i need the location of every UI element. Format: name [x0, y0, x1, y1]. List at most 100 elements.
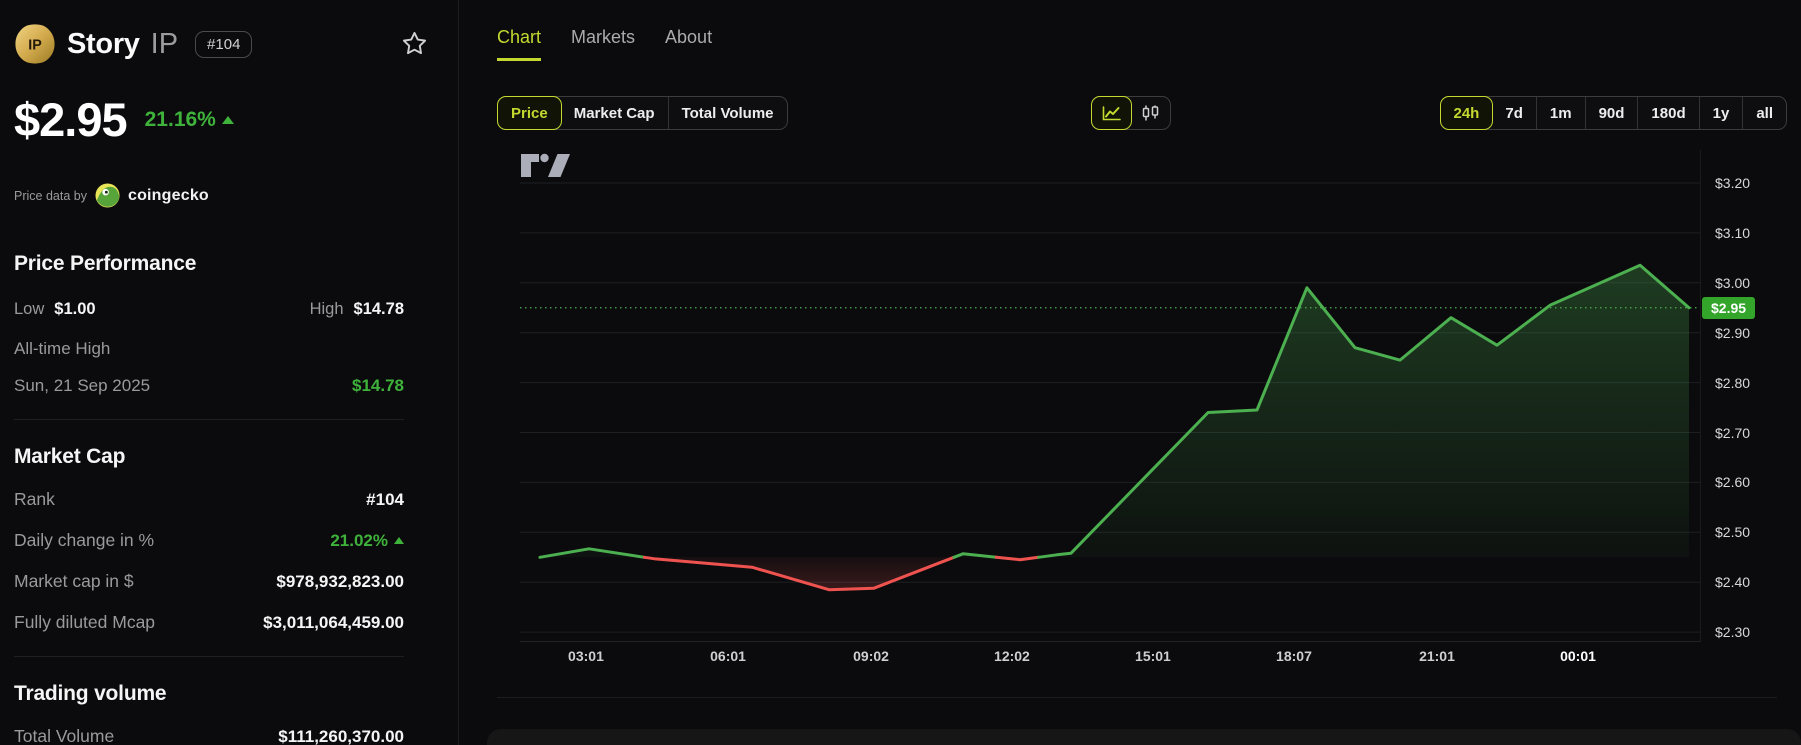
price-y-axis: $3.20 $3.10 $3.00 $2.90 $2.80 $2.70 $2.60 $2.50… [1700, 150, 1800, 642]
metric-price-button[interactable]: Price [497, 96, 562, 130]
range-180d-button[interactable]: 180d [1637, 97, 1698, 129]
x-axis-label: 00:01 [1560, 648, 1596, 664]
y-axis-label: $2.70 [1715, 424, 1751, 441]
range-1y-button[interactable]: 1y [1698, 97, 1743, 129]
coin-name: Story [67, 27, 140, 60]
line-chart-icon [1102, 105, 1121, 121]
y-axis-label: $3.00 [1715, 274, 1751, 291]
current-price: $2.95 [14, 93, 128, 146]
price-line-up [1037, 263, 1691, 559]
x-axis-label: 18:07 [1276, 648, 1312, 664]
area-fill-down [644, 557, 954, 590]
market-cap-row: Fully diluted Mcap $3,011,064,459.00 [14, 612, 404, 633]
metric-toggle-group: Price Market Cap Total Volume [497, 96, 788, 130]
attribution-brand[interactable]: coingecko [127, 186, 209, 204]
triangle-up-icon [394, 537, 404, 544]
price-row: $2.95 21.16% [14, 92, 404, 147]
market-cap-rows: Rank #104 Daily change in % 21.02% Market ca… [14, 489, 404, 633]
ath-value: $14.78 [352, 376, 404, 395]
tab-markets[interactable]: Markets [571, 27, 636, 47]
x-axis-label: 06:01 [710, 648, 746, 664]
market-cap-row: Rank #104 [14, 489, 404, 510]
svg-text:IP: IP [28, 38, 42, 54]
ath-date: Sun, 21 Sep 2025 [14, 376, 151, 395]
main-content: Chart Markets About Price Market Cap Total V… [459, 0, 1801, 745]
trading-volume-rows: Total Volume $111,260,370.00 [14, 726, 404, 745]
x-axis-label: 09:02 [853, 648, 889, 664]
metric-total-volume-button[interactable]: Total Volume [667, 97, 787, 129]
range-7d-button[interactable]: 7d [1505, 104, 1523, 122]
chart-type-line-chart-icon[interactable] [1091, 96, 1132, 130]
sidebar-main-divider [458, 0, 459, 745]
area-fill-up [539, 548, 645, 558]
y-axis-label: $2.40 [1715, 574, 1751, 591]
trading-volume-row: Total Volume $111,260,370.00 [14, 726, 404, 745]
current-price-badge: $2.95 [1702, 296, 1756, 319]
range-24h-button[interactable]: 24h [1439, 96, 1494, 130]
price-change-24h: 21.16% [145, 108, 234, 132]
low-value: $1.00 [54, 300, 96, 318]
rank-badge: #104 [195, 30, 253, 58]
chart-type-toggle-group [1091, 96, 1171, 130]
price-line-down [642, 555, 956, 592]
watchlist-star-icon[interactable] [401, 30, 428, 62]
trading-volume-title: Trading volume [14, 682, 167, 705]
x-axis-label: 12:02 [994, 648, 1030, 664]
candlestick-icon [1141, 105, 1160, 121]
market-cap-label: Market cap in $ [14, 571, 134, 591]
trading-volume-label: Total Volume [14, 726, 115, 745]
y-axis-label: $3.20 [1715, 175, 1751, 191]
price-line-up [538, 547, 646, 559]
market-cap-title: Market Cap [14, 445, 126, 468]
attribution-text: Price data by [14, 188, 87, 203]
tab-about[interactable]: About [665, 27, 713, 47]
range-1m-button[interactable]: 1m [1535, 97, 1585, 129]
coin-header: IP Story IP #104 [14, 22, 427, 66]
tab-chart[interactable]: Chart [497, 27, 542, 61]
market-cap-value: $978,932,823.00 [276, 571, 404, 591]
story-ip-logo-icon: IP [15, 24, 55, 64]
price-performance-title: Price Performance [14, 252, 197, 275]
high-label: High [309, 300, 344, 318]
coin-symbol: IP [150, 27, 179, 60]
sidebar-divider [14, 656, 404, 657]
range-all-button[interactable]: all [1742, 97, 1786, 129]
y-axis-label: $2.30 [1715, 624, 1751, 641]
market-cap-value: 21.02% [330, 531, 404, 551]
chart-type-candlestick-icon[interactable] [1131, 97, 1170, 129]
market-cap-value: $3,011,064,459.00 [263, 612, 404, 632]
coingecko-logo-icon [95, 183, 120, 208]
tradingview-logo-icon [521, 153, 570, 177]
time-range-group: 24h 7d 1m 90d 180d 1y all [1439, 96, 1787, 130]
price-chart[interactable] [520, 150, 1700, 642]
low-label: Low [14, 300, 45, 318]
sidebar-divider [14, 419, 404, 420]
y-axis-label: $2.50 [1715, 524, 1751, 541]
market-cap-label: Daily change in % [14, 530, 155, 550]
metric-market-cap-button[interactable]: Market Cap [573, 104, 655, 122]
bottom-panel [487, 729, 1801, 745]
price-change-value: 21.16% [144, 107, 216, 131]
market-cap-row: Market cap in $ $978,932,823.00 [14, 571, 404, 592]
price-line-up [952, 552, 998, 559]
x-axis-label: 15:01 [1135, 648, 1171, 664]
market-cap-row: Daily change in % 21.02% [14, 530, 404, 551]
trading-volume-value: $111,260,370.00 [278, 726, 404, 745]
market-cap-label: Rank [14, 489, 55, 509]
x-axis-label: 21:01 [1419, 648, 1455, 664]
triangle-up-icon [221, 115, 234, 124]
price-chart-canvas [520, 182, 1700, 633]
ath-row: Sun, 21 Sep 2025 $14.78 [14, 376, 404, 396]
time-x-axis: 03:01 06:01 09:02 12:02 15:01 18:07 21:01 00:01 [520, 648, 1700, 668]
y-axis-label: $2.60 [1715, 474, 1751, 491]
x-axis-label: 03:01 [568, 648, 604, 664]
high-value: $14.78 [353, 300, 404, 318]
y-axis-label: $2.90 [1715, 324, 1751, 341]
market-cap-value: #104 [366, 489, 404, 509]
range-90d-button[interactable]: 90d [1584, 97, 1638, 129]
price-attribution: Price data by coingecko [14, 183, 404, 208]
area-fill-up [1038, 265, 1689, 558]
section-tabs: Chart Markets About [497, 27, 712, 61]
low-high-row: Low $1.00 High $14.78 [14, 300, 404, 319]
